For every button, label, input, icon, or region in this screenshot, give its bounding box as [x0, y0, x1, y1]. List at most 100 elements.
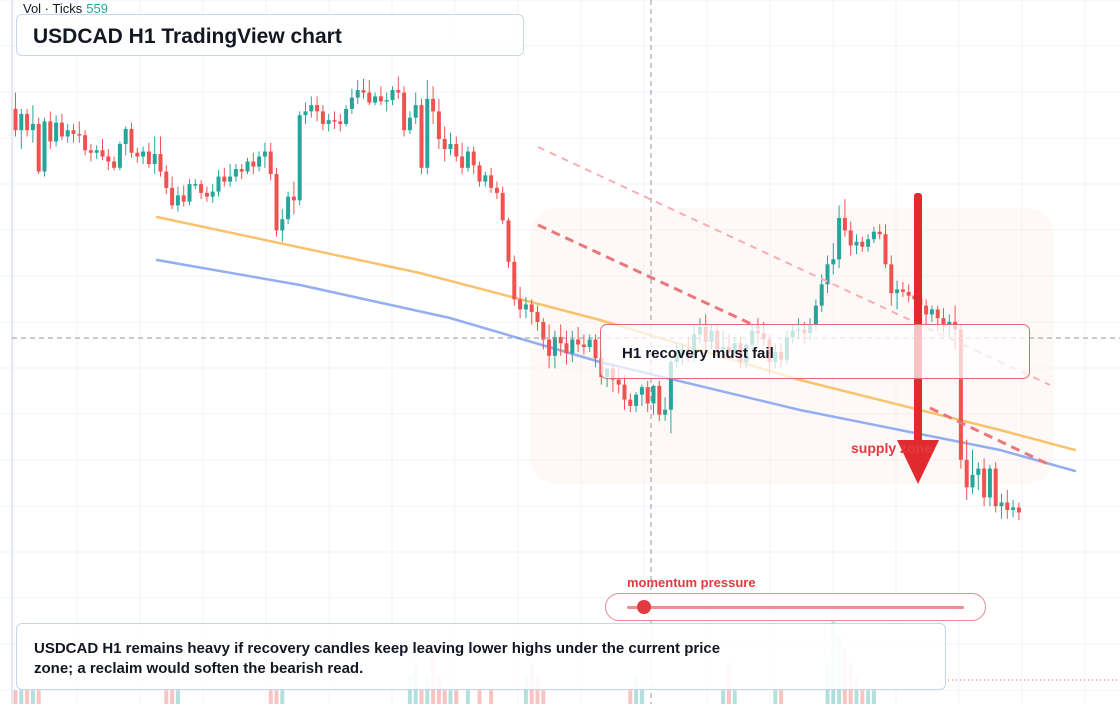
volume-bar [164, 690, 169, 704]
down-arrow-icon [897, 193, 939, 484]
candle [442, 126, 447, 162]
candle-body [291, 196, 296, 201]
candle [419, 98, 424, 175]
candle [291, 181, 296, 215]
momentum-track[interactable] [627, 606, 964, 609]
candle [338, 113, 343, 132]
candle-body [448, 143, 453, 149]
candle [245, 157, 250, 175]
candle-body [552, 337, 557, 356]
candle-body [100, 150, 105, 157]
candle [987, 464, 992, 507]
candle [65, 123, 70, 143]
candle [541, 318, 546, 350]
recovery-callout: H1 recovery must fail [600, 324, 1030, 379]
candle [535, 305, 540, 331]
volume-bar [25, 690, 30, 704]
candle [193, 179, 198, 190]
candle-body [668, 362, 673, 410]
callout-text: H1 recovery must fail [622, 345, 774, 362]
candle-body [158, 154, 163, 172]
candle [367, 80, 372, 106]
candle-body [535, 311, 540, 322]
candle [634, 392, 639, 413]
candle-body [837, 217, 842, 260]
candle [431, 86, 436, 124]
candle-body [941, 318, 946, 325]
candle-body [83, 135, 88, 151]
volume-bar [419, 690, 424, 704]
candle [42, 117, 47, 177]
candle [407, 111, 412, 134]
candle-body [454, 143, 459, 157]
candle [117, 141, 122, 171]
candle-body [564, 343, 569, 354]
candle-body [239, 169, 244, 172]
candle-body [529, 304, 534, 312]
candle [1011, 499, 1016, 518]
volume-bar [448, 690, 453, 704]
candle [216, 170, 221, 197]
candle-body [164, 171, 169, 188]
candle-body [204, 192, 209, 197]
volume-value: 559 [86, 1, 108, 16]
candle-body [36, 123, 41, 172]
candle [396, 76, 401, 99]
volume-bar [13, 690, 18, 704]
candle [94, 145, 99, 160]
candle-body [547, 339, 552, 356]
candle [100, 138, 105, 161]
candle-body [587, 339, 592, 348]
volume-bar [19, 690, 24, 704]
candle-body [181, 195, 186, 202]
candle-body [436, 111, 441, 139]
volume-bar [454, 690, 459, 704]
candle-body [639, 387, 644, 395]
chart-title-box: USDCAD H1 TradingView chart [16, 14, 524, 56]
candle-body [570, 339, 575, 354]
analysis-note-box: USDCAD H1 remains heavy if recovery cand… [16, 623, 946, 690]
candle [860, 236, 865, 252]
volume-bar [779, 690, 784, 704]
candle-body [900, 289, 905, 292]
volume-bar [442, 690, 447, 704]
candle [181, 185, 186, 207]
momentum-thumb[interactable] [636, 600, 651, 614]
candle-body [13, 108, 18, 131]
analysis-note: USDCAD H1 remains heavy if recovery cand… [34, 640, 721, 677]
candle-body [326, 120, 331, 124]
candle [228, 164, 233, 187]
candle [77, 121, 82, 143]
candle [297, 111, 302, 206]
candle [1016, 502, 1021, 520]
candle-body [332, 120, 337, 122]
volume-bar [36, 690, 41, 704]
momentum-slider[interactable] [605, 593, 986, 621]
candle [518, 286, 523, 319]
candle [570, 330, 575, 363]
candle [448, 132, 453, 156]
candle [477, 161, 482, 187]
volume-bar [773, 690, 778, 704]
candle-body [48, 121, 53, 142]
candle-body [431, 98, 436, 112]
volume-label: Vol · Ticks [23, 1, 83, 16]
candle-body [112, 161, 117, 168]
candle [506, 217, 511, 269]
candle [373, 92, 378, 106]
candle [30, 105, 35, 143]
candle-body [187, 184, 192, 202]
candle [866, 234, 871, 252]
candle-body [106, 156, 111, 162]
candle [152, 136, 157, 175]
candle [982, 458, 987, 507]
volume-bar [535, 676, 540, 704]
candle-body [280, 219, 285, 231]
candle-body [286, 196, 291, 220]
candle-body [425, 98, 430, 168]
candle [25, 108, 30, 137]
candle [88, 143, 93, 162]
candle [199, 180, 204, 200]
candle-body [512, 261, 517, 300]
candle [523, 296, 528, 319]
